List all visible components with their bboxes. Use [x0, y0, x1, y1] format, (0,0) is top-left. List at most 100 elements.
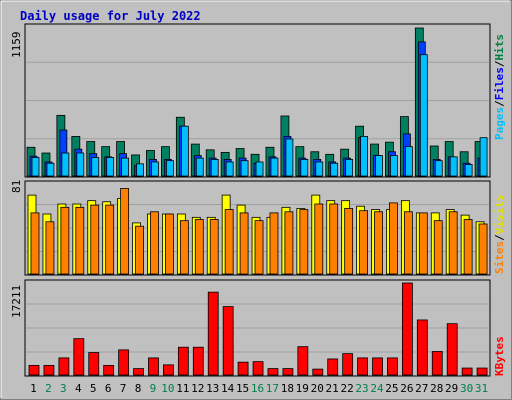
- pages-bar: [434, 160, 443, 177]
- x-tick-label: 22: [340, 382, 353, 395]
- kbytes-bar: [73, 338, 85, 376]
- hits-side-legend: Pages/Files/Hits: [493, 34, 506, 140]
- pages-bar: [404, 146, 413, 177]
- x-tick-label: 4: [75, 382, 82, 395]
- kbytes-bar: [177, 346, 189, 376]
- pages-bar: [76, 152, 85, 177]
- pages-bar: [270, 157, 279, 177]
- pages-bar: [449, 156, 458, 177]
- pages-bar: [210, 158, 219, 177]
- x-tick-label: 7: [120, 382, 127, 395]
- kbytes-bar: [416, 319, 428, 376]
- pages-bar: [330, 162, 339, 177]
- pages-bar: [180, 125, 189, 177]
- kbytes-bars: [28, 282, 488, 376]
- pages-bar: [136, 163, 144, 177]
- chart-title: Daily usage for July 2022: [20, 9, 201, 23]
- sites-bar: [448, 211, 458, 275]
- kbytes-bar: [461, 367, 473, 376]
- kbytes-axis-max-label: 17211: [10, 285, 23, 318]
- sites-bar: [359, 210, 368, 275]
- visits-bars: [27, 188, 488, 275]
- legend-kbytes: KBytes: [493, 336, 506, 376]
- legend-hits: Hits: [493, 34, 506, 61]
- x-tick-label: 5: [90, 382, 97, 395]
- x-tick-label: 3: [60, 382, 67, 395]
- x-tick-label: 23: [355, 382, 368, 395]
- x-tick-label: 26: [400, 382, 413, 395]
- kbytes-bar: [327, 358, 339, 376]
- sites-bar: [374, 211, 383, 275]
- sites-bar: [90, 204, 100, 275]
- pages-bar: [151, 161, 159, 177]
- sites-bar: [30, 212, 40, 275]
- x-tick-label: 14: [221, 382, 235, 395]
- pages-bar: [46, 162, 55, 177]
- x-tick-label: 2: [45, 382, 52, 395]
- x-tick-label: 29: [445, 382, 458, 395]
- x-tick-label: 15: [236, 382, 249, 395]
- sites-bar: [105, 204, 115, 275]
- kbytes-bar: [43, 364, 55, 376]
- kbytes-bar: [297, 346, 309, 376]
- kbytes-bar: [222, 306, 234, 376]
- pages-bar: [225, 161, 234, 177]
- kbytes-bar: [357, 357, 368, 376]
- x-tick-label: 10: [161, 382, 174, 395]
- pages-bar: [166, 160, 174, 177]
- svg-text:Sites/Visits: Sites/Visits: [493, 195, 506, 275]
- kbytes-bar: [312, 368, 324, 376]
- kbytes-bar: [103, 364, 115, 376]
- sites-bar: [269, 212, 279, 275]
- kbytes-bar: [476, 367, 488, 376]
- kbytes-bar: [342, 353, 354, 376]
- pages-bar: [91, 157, 100, 177]
- sites-bar: [463, 219, 473, 275]
- sites-bar: [75, 206, 85, 275]
- x-tick-label: 20: [311, 382, 324, 395]
- x-tick-label: 17: [266, 382, 279, 395]
- kbytes-side-legend: KBytes: [493, 336, 506, 376]
- sites-bar: [239, 212, 249, 275]
- pages-bar: [479, 137, 488, 177]
- kbytes-bar: [431, 351, 443, 376]
- sites-bar: [344, 208, 354, 275]
- sites-bar: [60, 206, 70, 275]
- kbytes-bar: [282, 368, 294, 376]
- sites-bar: [179, 220, 189, 275]
- x-tick-label: 19: [296, 382, 309, 395]
- x-tick-label: 18: [281, 382, 294, 395]
- x-tick-label: 12: [191, 382, 204, 395]
- kbytes-bar: [372, 357, 383, 376]
- kbytes-bar: [58, 357, 70, 376]
- x-tick-label: 1: [30, 382, 37, 395]
- kbytes-bar: [267, 368, 279, 376]
- sites-bar: [135, 225, 144, 275]
- sites-bar: [478, 223, 488, 275]
- kbytes-bar: [207, 291, 219, 376]
- kbytes-bar: [192, 346, 204, 376]
- pages-bar: [300, 158, 309, 177]
- x-axis-labels: 1 2 3 4 5 6 7 8 9 10 11 12 13 14 15 16 17 18 19 20 21 22 23 24 2…: [30, 382, 488, 395]
- pages-bar: [390, 155, 398, 177]
- visits-axis-max-label: 81: [10, 180, 23, 193]
- kbytes-bar: [401, 282, 413, 376]
- visits-side-legend: Sites/Visits: [493, 195, 506, 275]
- legend-files: Files: [493, 67, 506, 100]
- sites-bar: [165, 213, 174, 275]
- pages-bar: [61, 152, 70, 177]
- kbytes-bar: [446, 323, 458, 376]
- sites-bar: [254, 220, 264, 275]
- sites-bar: [403, 211, 413, 275]
- sites-bar: [45, 221, 55, 275]
- x-tick-label: 16: [251, 382, 264, 395]
- pages-bar: [121, 157, 130, 177]
- x-tick-label: 6: [105, 382, 112, 395]
- hits-bars: [26, 27, 488, 177]
- hits-axis-max-label: 1159: [10, 32, 23, 59]
- pages-bar: [106, 157, 115, 177]
- x-tick-label: 25: [385, 382, 398, 395]
- legend-sites: Sites: [493, 241, 506, 274]
- svg-text:Pages/Files/Hits: Pages/Files/Hits: [493, 34, 506, 140]
- pages-bar: [315, 161, 324, 177]
